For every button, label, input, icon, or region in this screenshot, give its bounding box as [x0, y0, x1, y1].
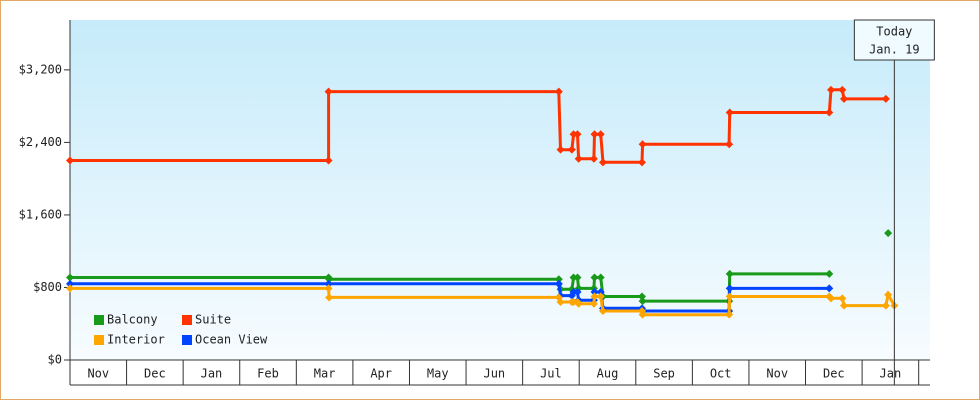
data-point [884, 290, 893, 299]
y-tick-label: $2,400 [19, 135, 62, 149]
data-point [590, 130, 599, 139]
x-tick-label: Jan [201, 367, 223, 381]
data-point [638, 158, 647, 167]
data-point [598, 307, 607, 316]
data-point [838, 85, 847, 94]
data-point [596, 288, 605, 296]
data-point [324, 87, 333, 96]
legend-label: Ocean View [195, 333, 268, 347]
x-tick-label: Nov [87, 367, 109, 381]
y-tick-label: $800 [33, 280, 62, 294]
data-point [590, 273, 599, 282]
data-point [554, 275, 563, 284]
x-tick-label: Nov [766, 367, 788, 381]
data-point [596, 292, 605, 301]
data-point [567, 145, 576, 154]
x-tick-label: Oct [710, 367, 732, 381]
data-point [325, 293, 334, 302]
data-point [324, 279, 333, 288]
data-point [725, 310, 734, 319]
data-point [725, 292, 734, 301]
legend-label: Balcony [107, 313, 158, 327]
data-point [596, 130, 605, 139]
x-tick-label: Jan [880, 367, 902, 381]
x-tick-label: Dec [823, 367, 845, 381]
legend-swatch [94, 335, 104, 345]
data-point [66, 156, 74, 165]
data-point [881, 94, 890, 103]
y-tick-label: $1,600 [19, 207, 62, 221]
data-point [589, 299, 598, 308]
x-tick-label: Apr [370, 367, 392, 381]
legend-label: Interior [107, 333, 165, 347]
x-tick-label: Feb [257, 367, 279, 381]
data-point [66, 284, 74, 293]
plot-area [70, 20, 930, 360]
data-point [825, 284, 834, 293]
x-tick-label: Jul [540, 367, 562, 381]
data-point [826, 85, 835, 94]
data-point [638, 310, 647, 319]
data-point [638, 140, 647, 149]
data-point [556, 145, 565, 154]
data-point [554, 87, 563, 96]
x-tick-label: May [427, 367, 449, 381]
today-label: Jan. 19 [869, 43, 920, 57]
data-point [838, 294, 847, 303]
legend-swatch [94, 315, 104, 325]
today-label: Today [876, 25, 912, 39]
data-point [590, 288, 599, 296]
data-point [573, 130, 582, 139]
x-tick-label: Aug [597, 367, 619, 381]
data-point [725, 108, 734, 117]
data-point [554, 279, 563, 288]
data-point [840, 301, 848, 310]
legend-swatch [182, 315, 192, 325]
data-point [66, 279, 74, 288]
data-point [596, 273, 605, 282]
data-point [590, 292, 599, 301]
data-point [825, 269, 834, 278]
data-point [826, 294, 835, 303]
y-tick-label: $3,200 [19, 62, 62, 76]
data-point [825, 108, 834, 117]
data-point [598, 158, 607, 167]
x-tick-label: Jun [483, 367, 505, 381]
x-tick-label: Sep [653, 367, 675, 381]
data-point [324, 284, 333, 293]
data-point [573, 273, 582, 282]
data-point [66, 273, 74, 282]
legend-swatch [182, 335, 192, 345]
data-point [881, 301, 890, 310]
data-point [574, 154, 583, 163]
today-box [853, 19, 935, 61]
legend-label: Suite [195, 313, 231, 327]
data-point [884, 229, 893, 238]
x-tick-label: Mar [314, 367, 336, 381]
data-point [840, 94, 848, 103]
data-point [638, 297, 647, 306]
data-point [589, 154, 598, 163]
x-tick-label: Dec [144, 367, 166, 381]
y-tick-label: $0 [48, 353, 62, 367]
data-point [556, 297, 565, 306]
data-point [574, 299, 583, 308]
data-point [725, 140, 734, 149]
data-point [725, 269, 734, 278]
data-point [725, 284, 734, 293]
data-point [324, 156, 333, 165]
data-point [573, 288, 582, 296]
